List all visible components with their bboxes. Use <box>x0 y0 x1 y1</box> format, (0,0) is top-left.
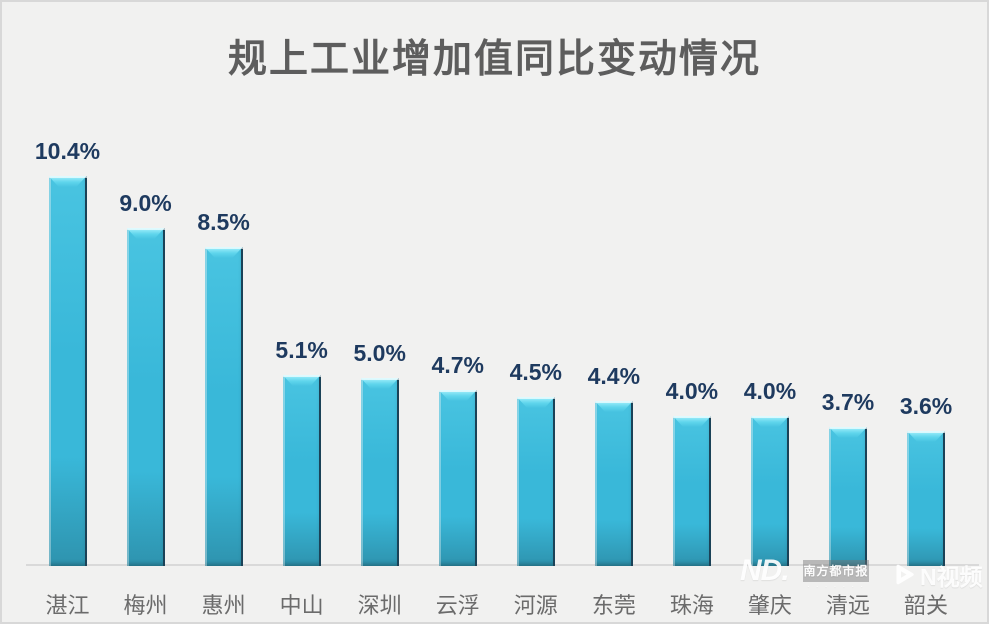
nd-logo: ND. <box>740 554 790 587</box>
bar-category-label: 湛江 <box>45 593 90 618</box>
bar <box>594 401 633 566</box>
bar-category-label: 珠海 <box>669 593 714 618</box>
bar-value-label: 3.6% <box>899 393 953 419</box>
chart-title: 规上工业增加值同比变动情况 <box>227 38 761 81</box>
bar-category-label: 梅州 <box>123 593 168 618</box>
video-brand-label: N视频 <box>920 564 983 590</box>
bar-category-label: 韶关 <box>904 593 949 618</box>
bar <box>516 397 555 566</box>
bar-category-label: 肇庆 <box>747 593 792 618</box>
bar-value-label: 4.5% <box>509 359 563 385</box>
bar <box>48 176 87 566</box>
bar <box>282 375 321 566</box>
video-logo: N视频 <box>892 558 983 592</box>
bar-value-label: 4.7% <box>431 352 484 378</box>
play-icon <box>896 564 914 585</box>
bar-category-label: 惠州 <box>201 593 246 618</box>
bar-value-label: 9.0% <box>119 190 172 216</box>
x-axis-line <box>26 564 979 566</box>
bar-value-label: 10.4% <box>34 138 101 164</box>
bar-category-label: 河源 <box>513 593 558 618</box>
bar <box>204 247 243 566</box>
bar-value-label: 3.7% <box>821 389 875 415</box>
brand-badge: 南方都市报 <box>803 560 869 582</box>
bar-value-label: 8.5% <box>197 209 250 235</box>
watermark: ND. 南方都市报 N视频 <box>740 552 986 600</box>
bar <box>750 416 789 566</box>
bar-category-label: 云浮 <box>435 593 480 618</box>
bar-category-label: 中山 <box>279 593 324 618</box>
bar <box>829 427 867 566</box>
bar <box>438 390 477 566</box>
bar <box>907 431 946 566</box>
bar <box>360 378 399 566</box>
bar-value-label: 5.1% <box>275 337 328 363</box>
bar-value-label: 4.4% <box>587 363 641 389</box>
bar-category-label: 深圳 <box>357 593 402 618</box>
bar-value-label: 5.0% <box>353 340 406 366</box>
bar-value-label: 4.0% <box>743 378 797 404</box>
bar-category-label: 东莞 <box>591 593 636 618</box>
bar-value-label: 4.0% <box>665 378 719 404</box>
bar <box>126 228 165 566</box>
bar <box>672 416 711 566</box>
